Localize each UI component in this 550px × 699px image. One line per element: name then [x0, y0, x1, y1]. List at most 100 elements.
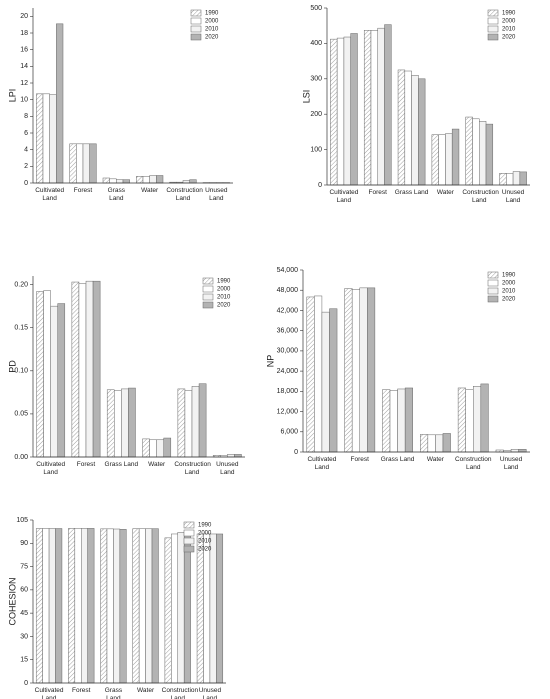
bar [119, 529, 127, 684]
y-tick-label: 15 [20, 657, 28, 664]
x-tick-label: Cultivated Land [35, 187, 65, 202]
x-tick-label: Forest [76, 461, 96, 468]
legend-label: 1990 [205, 11, 219, 17]
y-tick-label: 54,000 [277, 267, 299, 274]
x-tick-label: Forest [350, 456, 369, 463]
bar [438, 134, 446, 186]
legend-swatch [183, 537, 195, 545]
x-tick-label: Unused Land [501, 189, 525, 204]
x-tick-label: Cultivated Land [307, 456, 337, 471]
legend-label: 2020 [502, 35, 516, 41]
bar [330, 38, 338, 186]
x-tick-label: Water [137, 687, 155, 694]
bar [367, 287, 376, 453]
legend-swatch [487, 287, 499, 295]
y-tick-label: 0.10 [14, 368, 28, 375]
legend-label: 2020 [198, 547, 212, 553]
y-tick-label: 42,000 [277, 307, 299, 314]
bar [106, 528, 114, 684]
bar [344, 288, 353, 453]
y-tick-label: 48,000 [277, 287, 299, 294]
bar [191, 386, 200, 458]
bar [445, 133, 453, 186]
bar [69, 143, 77, 184]
bar [92, 280, 101, 458]
x-tick-label: Unused Land [499, 456, 523, 471]
y-tick-label: 0.00 [14, 454, 28, 461]
y-tick-label: 400 [310, 40, 322, 47]
y-tick-label: 75 [20, 563, 28, 570]
x-tick-label: Grass Land [104, 687, 123, 699]
bar [351, 289, 360, 453]
bar [121, 388, 129, 458]
legend-swatch [190, 9, 202, 17]
bar [397, 388, 406, 453]
bar [465, 389, 474, 453]
legend-swatch [202, 285, 214, 293]
legend-label: 2020 [502, 297, 516, 303]
bar [209, 533, 217, 684]
bar [36, 93, 44, 184]
bar [177, 388, 186, 458]
bar [56, 23, 64, 184]
bar [122, 179, 130, 184]
x-tick-label: Construction Land [462, 189, 499, 204]
bar [182, 180, 190, 184]
legend-swatch [202, 293, 214, 301]
y-tick-label: 100 [310, 146, 322, 153]
bar [382, 389, 391, 453]
x-tick-label: Grass Land [104, 461, 139, 468]
bar [184, 390, 193, 458]
legend-swatch [202, 301, 214, 309]
bar [42, 528, 50, 684]
bar [113, 528, 121, 684]
y-tick-label: 36,000 [277, 328, 299, 335]
legend-label: 2020 [205, 35, 219, 41]
bar [420, 434, 429, 453]
y-tick-label: 200 [310, 111, 322, 118]
bar [418, 78, 426, 186]
bar [164, 537, 172, 684]
y-tick-label: 45 [20, 610, 28, 617]
y-tick-label: 10 [20, 97, 28, 104]
bar [71, 281, 80, 458]
y-tick-label: 0.05 [14, 411, 28, 418]
legend-swatch [487, 33, 499, 41]
bar [156, 439, 164, 458]
bar [480, 383, 489, 453]
bar [427, 434, 436, 453]
legend-label: 2000 [502, 281, 516, 287]
legend-swatch [202, 277, 214, 285]
y-axis-label: LPI [7, 89, 17, 103]
legend-label: 2000 [502, 19, 516, 25]
y-tick-label: 20 [20, 13, 28, 20]
bar [116, 179, 124, 184]
bar [149, 439, 157, 458]
y-axis-label: NP [265, 355, 275, 368]
y-tick-label: 12 [20, 80, 28, 87]
bar [82, 143, 90, 184]
bar [196, 533, 204, 684]
legend-swatch [487, 271, 499, 279]
bar [411, 75, 419, 186]
legend-label: 1990 [502, 11, 516, 17]
bar [177, 532, 185, 684]
y-tick-label: 0 [24, 180, 28, 187]
bar [389, 390, 398, 453]
x-tick-label: Water [426, 456, 444, 463]
x-tick-label: Water [436, 189, 454, 196]
bar [442, 433, 451, 453]
bar [106, 389, 115, 458]
bar [114, 390, 122, 458]
bar [512, 171, 521, 186]
bar [370, 30, 379, 186]
bar [198, 383, 207, 458]
y-tick-label: 8 [24, 113, 28, 120]
bar [132, 528, 140, 684]
legend-label: 2010 [198, 539, 212, 545]
x-tick-label: Grass Land [107, 187, 125, 202]
x-tick-label: Grass Land [394, 189, 429, 196]
legend-label: 2000 [198, 531, 212, 537]
bar [518, 449, 527, 453]
